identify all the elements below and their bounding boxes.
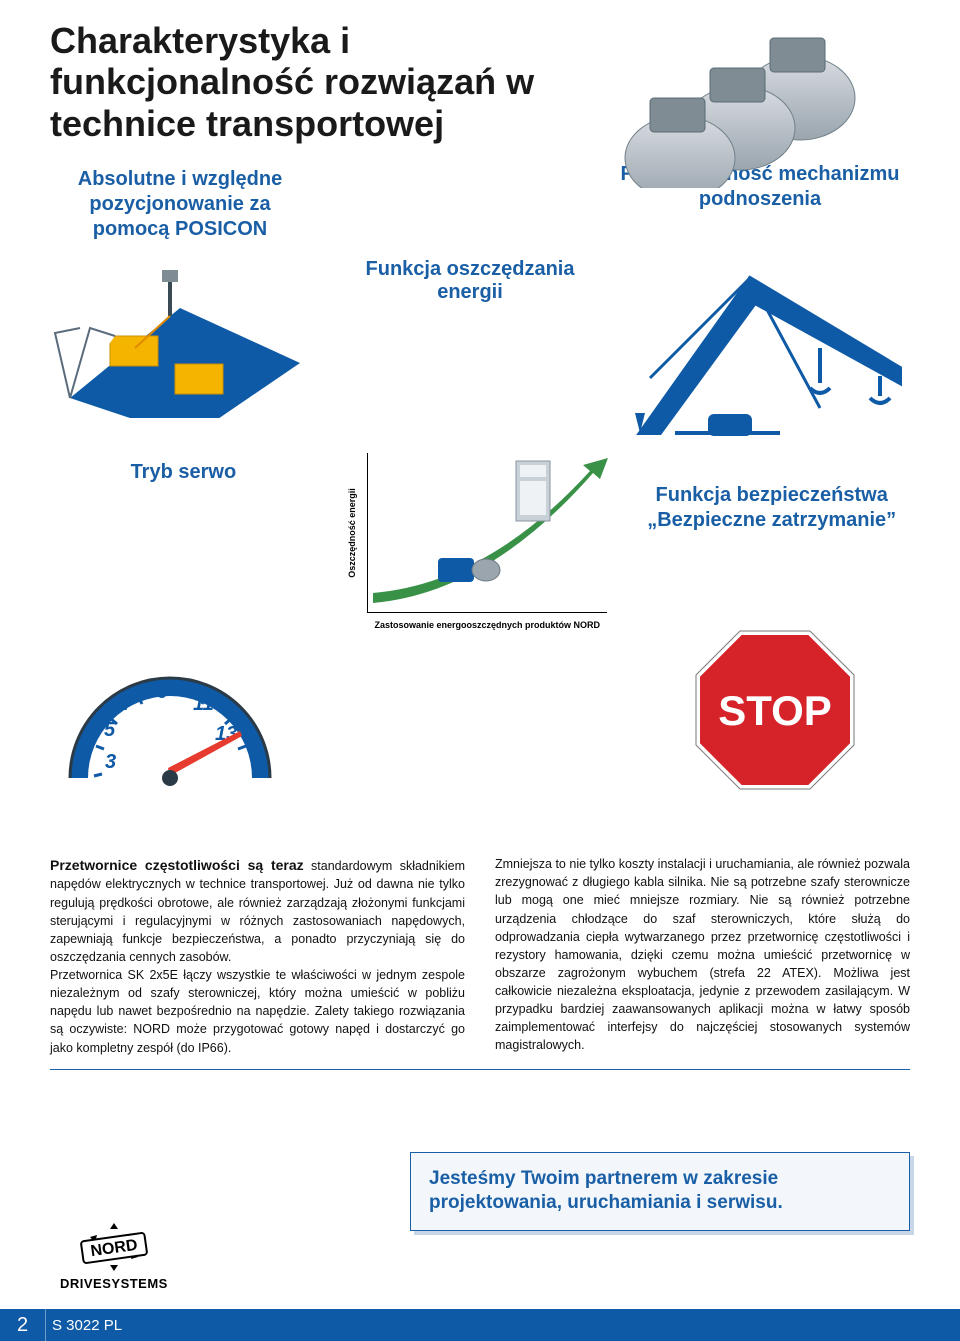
svg-text:9: 9 <box>157 681 169 703</box>
partner-text: Jesteśmy Twoim partnerem w zakresie proj… <box>429 1167 891 1216</box>
subhead-servo: Tryb serwo <box>50 461 317 484</box>
subhead-positioning: Absolutne i względne pozycjonowanie za p… <box>50 167 310 242</box>
energy-chart: Oszczędność energii Zastosowanie <box>367 453 607 613</box>
safety-line1: Funkcja bezpieczeństwa <box>656 484 888 506</box>
body-text-right: Zmniejsza to nie tylko koszty instalacji… <box>495 855 910 1057</box>
svg-text:3: 3 <box>105 751 116 773</box>
chart-x-label: Zastosowanie energooszczędnych produktów… <box>374 620 600 630</box>
lead-phrase: Przetwornice częstotliwości są teraz <box>50 857 304 873</box>
page-title: Charakterystyka i funkcjonalność rozwiąz… <box>50 20 570 144</box>
page-footer: 2 S 3022 PL <box>0 1309 960 1341</box>
partner-callout: Jesteśmy Twoim partnerem w zakresie proj… <box>410 1152 910 1231</box>
chart-y-label: Oszczędność energii <box>347 488 357 578</box>
footer-code: S 3022 PL <box>45 1309 122 1341</box>
gauge-illustration: 3 5 7 9 11 13 <box>60 628 280 793</box>
subhead-safety: Funkcja bezpieczeństwa „Bezpieczne zatrz… <box>633 483 910 533</box>
stop-text: STOP <box>718 687 832 734</box>
stop-sign: STOP <box>690 625 860 795</box>
safety-line2: „Bezpieczne zatrzymanie” <box>647 509 896 531</box>
svg-text:7: 7 <box>122 693 134 715</box>
body-text-left: Przetwornice częstotliwości są teraz sta… <box>50 855 465 1057</box>
conveyor-illustration <box>50 248 320 423</box>
logo-sub: DRIVESYSTEMS <box>60 1276 168 1291</box>
divider <box>50 1069 910 1070</box>
left-para-1: standardowym składnikiem napędów elektry… <box>50 859 465 964</box>
page-number: 2 <box>0 1314 45 1337</box>
subhead-energy: Funkcja oszczędzania energii <box>350 258 590 304</box>
motors-illustration <box>600 18 910 188</box>
nord-logo: NORD DRIVESYSTEMS <box>60 1219 170 1291</box>
crane-illustration <box>620 248 910 453</box>
left-para-2: Przetwornica SK 2x5E łączy wszystkie te … <box>50 968 465 1055</box>
